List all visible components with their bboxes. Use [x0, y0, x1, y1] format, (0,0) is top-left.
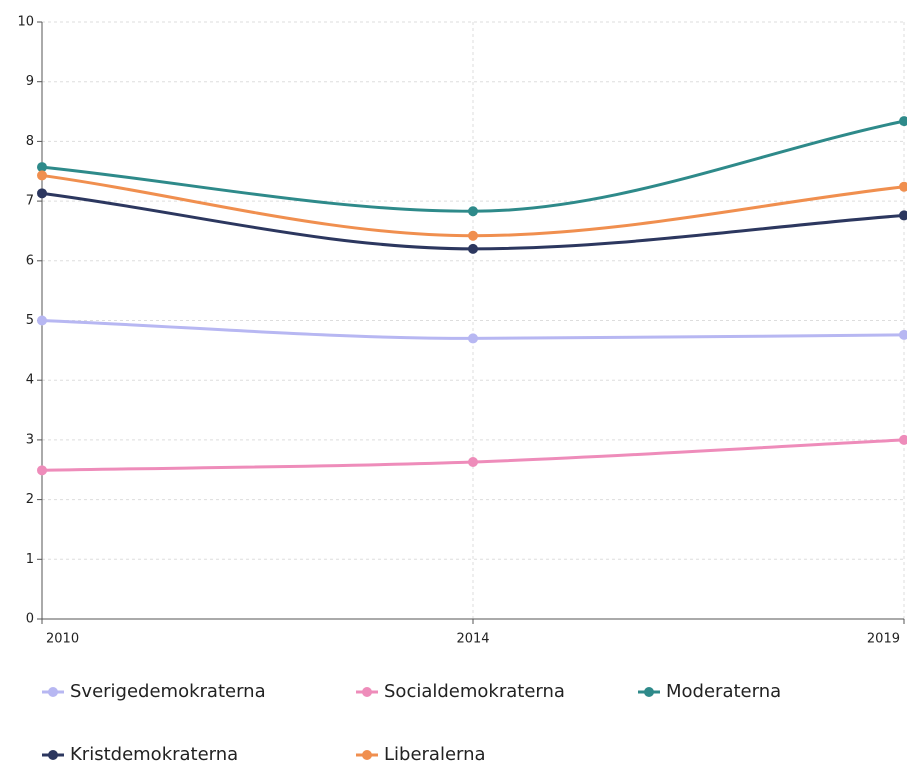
legend-label: Moderaterna	[666, 681, 781, 702]
data-point	[468, 243, 478, 254]
legend-label: Liberalerna	[384, 744, 486, 765]
data-point	[899, 329, 907, 340]
legend-label: Kristdemokraterna	[70, 744, 238, 765]
y-tick-label: 6	[26, 253, 34, 268]
data-point	[468, 456, 478, 467]
data-point	[37, 162, 47, 173]
y-tick-label: 8	[26, 134, 34, 149]
y-tick-label: 0	[26, 612, 34, 627]
data-point	[899, 181, 907, 192]
legend-swatch-dot	[48, 687, 58, 697]
y-tick-label: 2	[26, 492, 34, 507]
y-tick-label: 7	[26, 194, 34, 209]
x-tick-label: 2014	[456, 632, 489, 647]
legend-swatch-dot	[362, 750, 372, 760]
data-point	[899, 434, 907, 445]
data-point	[468, 230, 478, 241]
y-tick-label: 4	[26, 373, 34, 388]
data-point	[468, 206, 478, 217]
data-point	[899, 210, 907, 221]
legend-swatch-dot	[362, 687, 372, 697]
y-tick-label: 1	[26, 552, 34, 567]
legend-label: Socialdemokraterna	[384, 681, 565, 702]
y-tick-label: 5	[26, 313, 34, 328]
data-point	[37, 170, 47, 181]
x-tick-label: 2010	[46, 632, 79, 647]
legend-swatch-dot	[644, 687, 654, 697]
data-point	[37, 465, 47, 476]
data-point	[37, 188, 47, 199]
data-point	[468, 333, 478, 344]
legend-label: Sverigedemokraterna	[70, 681, 266, 702]
y-tick-label: 3	[26, 432, 34, 447]
y-tick-label: 9	[26, 74, 34, 89]
data-point	[37, 315, 47, 326]
y-tick-label: 10	[17, 15, 34, 30]
x-tick-label: 2019	[867, 632, 900, 647]
data-point	[899, 116, 907, 127]
legend-swatch-dot	[48, 750, 58, 760]
